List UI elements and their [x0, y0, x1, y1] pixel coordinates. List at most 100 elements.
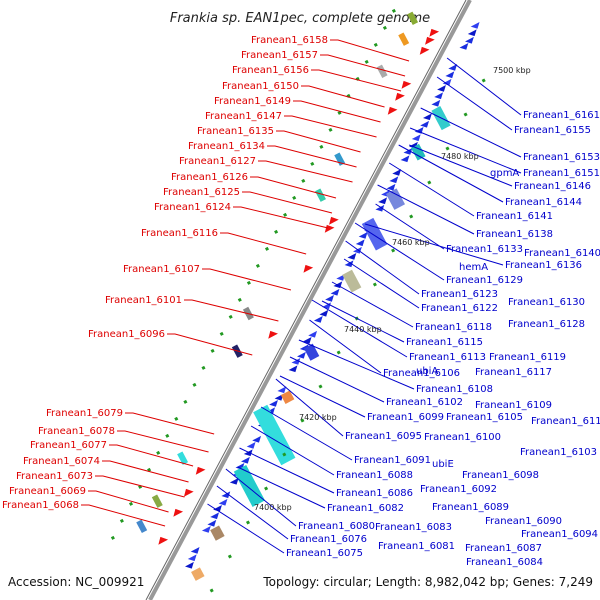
- forward-gene-arrow: [190, 546, 200, 554]
- reverse-gene-block: [177, 451, 189, 465]
- forward-gene-arrow: [229, 477, 239, 485]
- reverse-gene-block: [136, 519, 148, 534]
- gene-label: Franean1_6069: [9, 486, 86, 497]
- leader-line: [275, 378, 344, 437]
- gene-label: Franean1_6076: [290, 534, 367, 545]
- gene-label: Franean1_6090: [485, 516, 562, 527]
- leader-line: [184, 299, 279, 322]
- gene-label: Franean1_6106: [383, 368, 460, 379]
- gene-label: Franean1_6128: [508, 319, 585, 330]
- gene-label: Franean1_6158: [251, 35, 328, 46]
- forward-gene-arrow: [243, 449, 253, 457]
- marker-dot: [156, 450, 161, 455]
- reverse-gene-arrow: [303, 264, 314, 273]
- marker-dot: [119, 518, 124, 523]
- marker-dot: [228, 314, 233, 319]
- gene-label: Franean1_6124: [154, 202, 231, 213]
- marker-dot: [264, 246, 270, 251]
- forward-gene-arrow: [467, 29, 477, 37]
- marker-dot: [219, 331, 224, 336]
- marker-dot: [246, 280, 251, 285]
- reverse-gene-arrow: [419, 46, 430, 55]
- marker-dot: [110, 535, 115, 540]
- leader-line: [330, 39, 410, 62]
- gene-label: Franean1_6087: [465, 543, 542, 554]
- reverse-gene-arrow: [183, 488, 194, 497]
- gene-label: Franean1_6094: [521, 529, 598, 540]
- reverse-gene-arrow: [429, 28, 440, 37]
- forward-gene-arrow: [269, 399, 278, 407]
- gene-label: Franean1_6130: [508, 297, 585, 308]
- leader-line: [239, 447, 335, 494]
- gene-label: Franean1_6156: [232, 65, 309, 76]
- kbp-marker-7480: 7480 kbp: [441, 152, 479, 161]
- forward-gene-arrow: [414, 126, 424, 134]
- gene-label: Franean1_6155: [514, 125, 591, 136]
- gene-block: [191, 567, 205, 581]
- genome-backbone-edge: [145, 0, 467, 600]
- leader-line: [216, 485, 289, 540]
- reverse-gene-arrow: [401, 80, 412, 89]
- gene-label: Franean1_6108: [416, 384, 493, 395]
- reverse-gene-block: [151, 494, 163, 508]
- forward-gene-arrow: [403, 147, 413, 155]
- forward-gene-arrow: [389, 176, 399, 184]
- marker-dot: [282, 452, 287, 457]
- gene-label: Franean1_6091: [354, 455, 431, 466]
- leader-line: [409, 144, 513, 187]
- gene-label: Franean1_6150: [222, 81, 299, 92]
- gene-label: Franean1_6079: [46, 408, 123, 419]
- reverse-gene-block: [315, 188, 326, 202]
- marker-dot: [183, 399, 188, 404]
- gene-label: Franean1_6078: [38, 426, 115, 437]
- gene-label: Franean1_6151: [523, 168, 600, 179]
- forward-gene-arrow: [297, 351, 306, 359]
- gene-label: Franean1_6127: [179, 156, 256, 167]
- forward-gene-arrow: [302, 336, 312, 344]
- gene-label: Franean1_6068: [2, 500, 79, 511]
- leader-line: [388, 162, 475, 217]
- reverse-gene-arrow: [329, 216, 339, 225]
- marker-dot: [300, 418, 305, 423]
- gene-label: hemA: [459, 262, 488, 273]
- forward-gene-arrow: [308, 330, 318, 338]
- marker-dot: [336, 350, 341, 355]
- gene-block: [210, 525, 225, 541]
- leader-line: [311, 299, 408, 358]
- marker-dot: [255, 263, 260, 268]
- forward-gene-arrow: [210, 512, 220, 520]
- marker-dot: [209, 588, 214, 593]
- gene-label: Franean1_6118: [415, 322, 492, 333]
- gene-label: Franean1_6081: [378, 541, 455, 552]
- marker-dot: [328, 127, 333, 132]
- label-leaders: [81, 39, 522, 554]
- reverse-gene-arrow: [387, 106, 398, 115]
- leader-line: [345, 240, 420, 295]
- kbp-marker-7460: 7460 kbp: [392, 238, 430, 247]
- gene-block: [233, 465, 265, 507]
- reverse-gene-arrow: [195, 466, 206, 475]
- gene-label: Franean1_6107: [123, 264, 200, 275]
- marker-dot: [445, 146, 450, 151]
- gene-label: Franean1_6080: [298, 521, 375, 532]
- gene-label: Franean1_6102: [386, 397, 463, 408]
- forward-gene-arrow: [185, 561, 194, 569]
- gene-block: [361, 217, 388, 251]
- gene-label: Franean1_6119: [489, 352, 566, 363]
- marker-dot: [364, 59, 369, 64]
- gene-label: Franean1_6095: [345, 431, 422, 442]
- right-gene-labels: Franean1_6161 Franean1_6155 Franean1_615…: [286, 110, 600, 568]
- gene-label: Franean1_6141: [476, 211, 553, 222]
- marker-dot: [301, 178, 306, 183]
- forward-gene-arrow: [344, 260, 354, 268]
- leader-line: [207, 503, 285, 554]
- gene-label: Franean1_6098: [462, 470, 539, 481]
- gene-label: Franean1_6140: [524, 248, 600, 259]
- leader-line: [250, 176, 337, 199]
- gene-label: Franean1_6099: [367, 412, 444, 423]
- forward-gene-arrow: [246, 441, 256, 449]
- gene-label: Franean1_6115: [406, 337, 483, 348]
- gene-block: [411, 143, 426, 161]
- leader-line: [289, 356, 385, 403]
